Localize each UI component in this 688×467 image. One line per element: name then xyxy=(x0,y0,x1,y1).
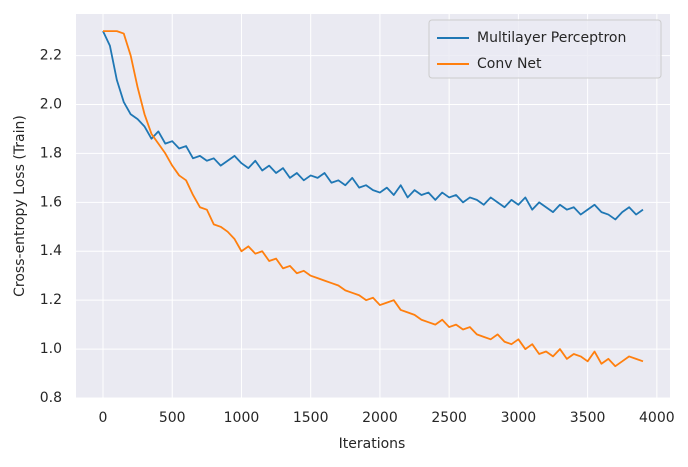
x-tick-label: 1000 xyxy=(224,410,260,426)
x-tick-label: 0 xyxy=(99,410,108,426)
y-tick-label: 1.6 xyxy=(40,194,62,210)
legend-label: Multilayer Perceptron xyxy=(477,30,626,46)
x-tick-label: 2500 xyxy=(431,410,467,426)
y-tick-label: 1.8 xyxy=(40,145,62,161)
y-tick-label: 2.0 xyxy=(40,96,62,112)
x-tick-label: 3500 xyxy=(570,410,606,426)
y-tick-label: 0.8 xyxy=(40,390,62,406)
data-line xyxy=(103,30,644,368)
x-tick-label: 3000 xyxy=(501,410,537,426)
x-tick-label: 1500 xyxy=(293,410,329,426)
y-axis-label: Cross-entropy Loss (Train) xyxy=(12,115,28,297)
legend: Multilayer Perceptron Conv Net xyxy=(428,19,662,79)
x-tick-label: 500 xyxy=(159,410,186,426)
legend-label: Conv Net xyxy=(477,56,542,72)
legend-frame xyxy=(428,19,662,79)
data-line xyxy=(102,30,644,221)
y-tick-label: 1.0 xyxy=(40,341,62,357)
y-tick-label: 1.4 xyxy=(40,243,62,259)
y-tick-label: 2.2 xyxy=(40,48,62,64)
x-tick-label: 4000 xyxy=(639,410,675,426)
x-axis-label: Iterations xyxy=(339,436,406,452)
x-tick-label: 2000 xyxy=(362,410,398,426)
y-tick-label: 1.2 xyxy=(40,292,62,308)
